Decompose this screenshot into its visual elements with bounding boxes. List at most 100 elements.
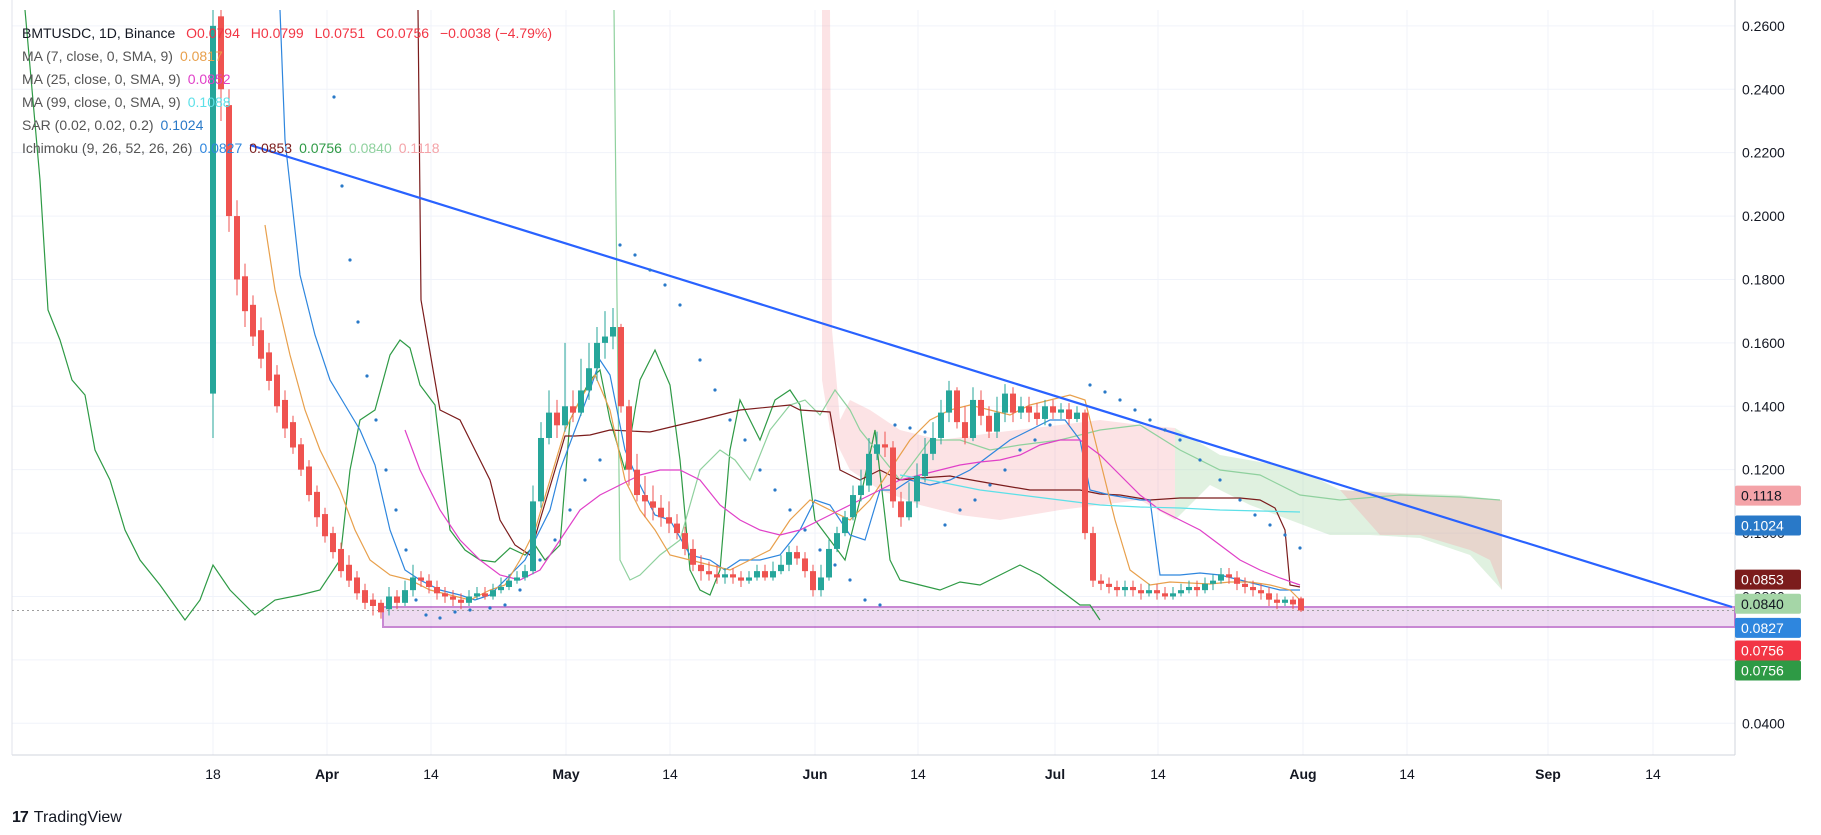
y-tick-label: 0.1200 [1742, 462, 1785, 478]
candle-body [306, 466, 312, 496]
tradingview-logo-icon: 17 [12, 809, 29, 826]
candle-body [442, 593, 448, 597]
candle-body [922, 453, 928, 477]
sar-dot [1018, 448, 1022, 452]
symbol-row: BMTUSDC, 1D, Binance O0.0794 H0.0799 L0.… [22, 22, 559, 45]
sar-dot [1268, 523, 1272, 527]
price-label-bg [1735, 515, 1801, 536]
candle-body [250, 304, 256, 337]
y-tick-label: 0.2000 [1742, 208, 1785, 224]
sar-dot [943, 523, 947, 527]
price-label-bg [1735, 569, 1801, 590]
candle-body [234, 216, 240, 280]
ichimoku-leading-a [613, 9, 1501, 581]
candle-body [466, 596, 472, 603]
indicator-row[interactable]: MA (99, close, 0, SMA, 9) 0.1088 [22, 91, 559, 114]
candle-body [954, 390, 960, 423]
sar-dot [818, 548, 822, 552]
brand-name: TradingView [33, 809, 122, 826]
sar-dot [583, 478, 587, 482]
candle-body [970, 399, 976, 438]
indicator-row[interactable]: SAR (0.02, 0.02, 0.2) 0.1024 [22, 114, 559, 137]
indicator-row[interactable]: MA (7, close, 0, SMA, 9) 0.0817 [22, 45, 559, 68]
indicator-row[interactable]: Ichimoku (9, 26, 52, 26, 26) 0.0827 0.0853… [22, 137, 559, 160]
high-value: H0.0799 [250, 25, 304, 41]
candle-body [882, 444, 888, 448]
candle-body [1074, 412, 1080, 419]
indicator-value: 0.1118 [398, 140, 440, 156]
candle-body [930, 437, 936, 454]
sar-dot [348, 258, 352, 262]
candle-body [314, 491, 320, 518]
indicator-label: Ichimoku (9, 26, 52, 26, 26) [22, 140, 193, 156]
x-tick-label: 14 [1645, 766, 1661, 782]
close-value: C0.0756 [376, 25, 430, 41]
candle-body [866, 453, 872, 486]
sar-dot [803, 528, 807, 532]
sar-dot [1238, 498, 1242, 502]
candle-body [354, 577, 360, 594]
candle-body [290, 422, 296, 448]
candle-body [298, 444, 304, 470]
sar-dot [698, 358, 702, 362]
y-tick-label: 0.0400 [1742, 715, 1785, 731]
sar-dot [394, 508, 398, 512]
candle-body [698, 564, 704, 572]
candle-body [378, 602, 384, 613]
x-tick-label: May [552, 766, 579, 782]
sar-dot [863, 598, 867, 602]
candle-body [274, 374, 280, 407]
low-value: L0.0751 [314, 25, 366, 41]
sar-dot [633, 253, 637, 257]
candle-body [1138, 590, 1144, 594]
sar-dot [1103, 390, 1107, 394]
candle-body [522, 571, 528, 578]
sar-dot [833, 563, 837, 567]
sar-dot [743, 438, 747, 442]
candle-body [1202, 583, 1208, 591]
price-label-bg [1735, 660, 1801, 681]
candle-body [818, 577, 824, 591]
candle-body [874, 444, 880, 454]
sar-dot [988, 483, 992, 487]
candle-body [914, 476, 920, 502]
open-value: O0.0794 [186, 25, 240, 41]
candle-body [842, 517, 848, 534]
sar-dot [468, 608, 472, 612]
candle-body [1090, 533, 1096, 581]
candle-body [906, 501, 912, 518]
tradingview-brand[interactable]: 17 TradingView [12, 809, 122, 827]
x-tick-label: 14 [910, 766, 926, 782]
sar-dot [488, 606, 492, 610]
x-tick-label: 14 [662, 766, 678, 782]
indicator-row[interactable]: MA (25, close, 0, SMA, 9) 0.0852 [22, 68, 559, 91]
sar-dot [518, 588, 522, 592]
candle-body [1266, 593, 1272, 600]
candle-body [978, 399, 984, 416]
candle-body [962, 422, 968, 438]
sar-dot [908, 426, 912, 430]
candle-body [394, 596, 400, 603]
y-tick-label: 0.2600 [1742, 18, 1785, 34]
sar-dot [878, 603, 882, 607]
sar-dot [503, 603, 507, 607]
sar-dot [453, 610, 457, 614]
x-tick-label: 14 [1150, 766, 1166, 782]
candle-body [618, 327, 624, 407]
candle-body [546, 412, 552, 438]
ichimoku-cloud-bull [1175, 428, 1502, 590]
sar-dot [848, 578, 852, 582]
candle-body [1082, 412, 1088, 534]
candle-body [1066, 409, 1072, 419]
candle-body [1298, 598, 1304, 611]
sar-dot [1298, 546, 1302, 550]
indicator-label: MA (99, close, 0, SMA, 9) [22, 94, 181, 110]
candle-body [1274, 599, 1280, 603]
y-tick-label: 0.1800 [1742, 271, 1785, 287]
y-tick-label: 0.1400 [1742, 398, 1785, 414]
x-tick-label: 18 [205, 766, 221, 782]
price-label-bg [1735, 640, 1801, 661]
indicator-value: 0.1024 [160, 117, 204, 133]
x-tick-label: Sep [1535, 766, 1561, 782]
